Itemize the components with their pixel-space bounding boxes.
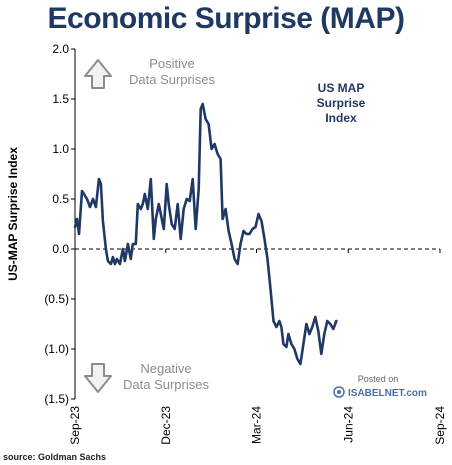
x-tick-label: Mar-24 <box>250 406 264 444</box>
series-line <box>73 102 338 366</box>
positive-label-line2: Data Surprises <box>129 72 215 87</box>
y-tick-label: 2.0 <box>52 42 69 56</box>
negative-label-line2: Data Surprises <box>123 377 209 392</box>
annotations: Positive Data Surprises Negative Data Su… <box>6 56 427 399</box>
y-tick-label: (1.5) <box>44 392 69 406</box>
down-arrow-icon <box>84 363 112 393</box>
series-label-line1: US MAP <box>318 81 365 95</box>
series-label-line3: Index <box>325 111 357 125</box>
axes: 2.0 1.5 1.0 0.5 0.0 (0.5) (1.0) (1.5)Sep-23 Dec-… <box>44 42 447 445</box>
isabelnet-logo-icon <box>333 386 345 398</box>
y-tick-label: (1.0) <box>44 342 69 356</box>
x-tick-label: Sep-23 <box>68 406 82 445</box>
watermark-site: ISABELNET.com <box>348 388 427 399</box>
plot-area <box>73 102 338 366</box>
up-arrow-icon <box>84 59 112 89</box>
series-label-line2: Surprise <box>317 96 366 110</box>
y-tick-label: 1.5 <box>52 92 69 106</box>
y-tick-label: 0.5 <box>52 192 69 206</box>
x-tick-label: Sep-24 <box>433 406 447 445</box>
y-tick-label: 0.0 <box>52 242 69 256</box>
y-tick-label: (0.5) <box>44 292 69 306</box>
y-axis-label: US-MAP Surprise Index <box>6 147 20 281</box>
y-tick-label: 1.0 <box>52 142 69 156</box>
watermark-posted-on: Posted on <box>358 374 399 384</box>
negative-label-line1: Negative <box>140 361 191 376</box>
chart-title: Economic Surprise (MAP) <box>47 2 405 35</box>
source-note: source: Goldman Sachs <box>3 452 107 462</box>
positive-label-line1: Positive <box>149 56 195 71</box>
x-tick-label: Jun-24 <box>341 406 355 443</box>
x-tick-label: Dec-23 <box>159 406 173 445</box>
